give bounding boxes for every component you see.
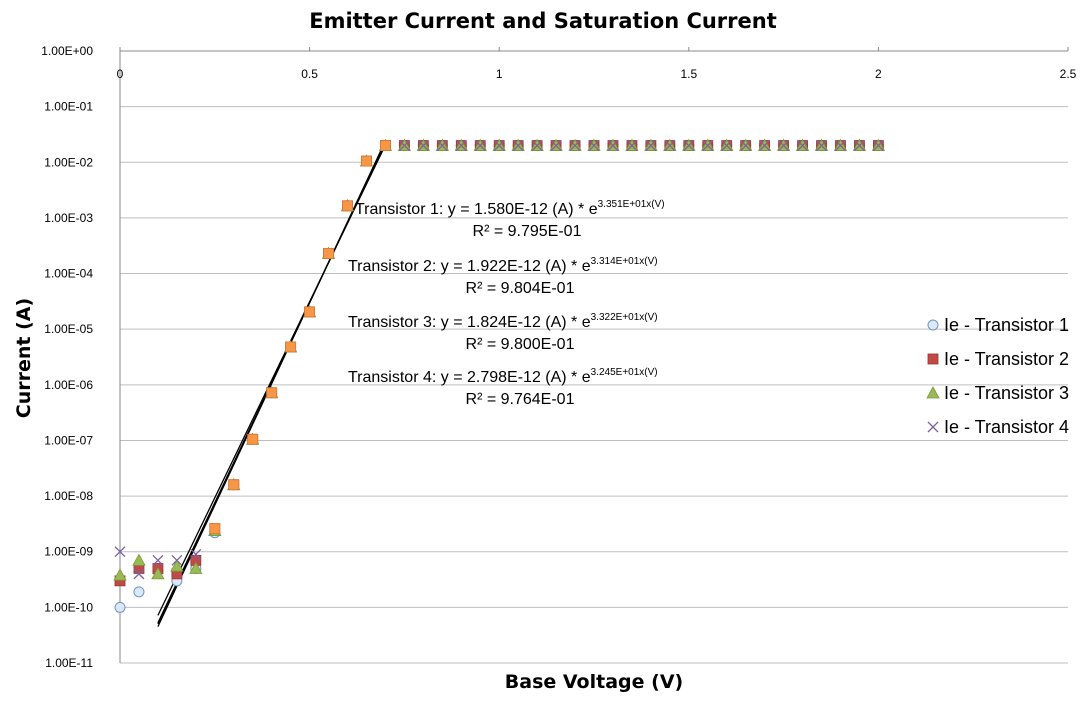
data-point-series-4 bbox=[133, 568, 145, 580]
data-point-series-5 bbox=[304, 306, 316, 318]
data-point-series-5 bbox=[247, 433, 259, 445]
x-tick-label: 1.5 bbox=[680, 67, 697, 81]
trendline-r-squared-4: R² = 9.764E-01 bbox=[466, 391, 575, 408]
legend-label-4: Ie - Transistor 4 bbox=[944, 417, 1069, 437]
legend-label-1: Ie - Transistor 1 bbox=[944, 315, 1069, 335]
x-tick-label: 2 bbox=[875, 67, 882, 81]
y-tick-label: 1.00E-10 bbox=[44, 600, 93, 614]
trendline-4 bbox=[157, 144, 387, 616]
trendline-equation-1: Transistor 1: y = 1.580E-12 (A) * e3.351… bbox=[355, 199, 665, 218]
trendline-r-squared-2: R² = 9.804E-01 bbox=[466, 280, 575, 297]
data-point-series-5 bbox=[209, 523, 221, 535]
data-point-series-5 bbox=[285, 341, 297, 353]
data-point-series-4 bbox=[778, 140, 790, 151]
y-tick-label: 1.00E-03 bbox=[44, 211, 93, 225]
chart-title: Emitter Current and Saturation Current bbox=[309, 9, 777, 33]
data-point-series-4 bbox=[816, 140, 827, 151]
legend-marker-4 bbox=[927, 421, 939, 433]
data-point-series-4 bbox=[152, 554, 164, 566]
data-point-series-4 bbox=[550, 140, 562, 151]
data-point-series-4 bbox=[740, 140, 752, 151]
x-tick-label: 2.5 bbox=[1060, 67, 1077, 81]
data-point-series-5 bbox=[342, 200, 353, 212]
data-point-series-4 bbox=[588, 140, 600, 151]
data-point-series-3 bbox=[132, 553, 146, 566]
data-point-series-4 bbox=[872, 140, 884, 151]
data-point-series-4 bbox=[531, 140, 543, 151]
x-tick-label: 0 bbox=[117, 67, 124, 81]
trendline-equation-4: Transistor 4: y = 2.798E-12 (A) * e3.245… bbox=[348, 367, 658, 386]
legend-label-3: Ie - Transistor 3 bbox=[944, 383, 1069, 403]
trendlines bbox=[157, 140, 387, 627]
legend-marker-2 bbox=[927, 353, 939, 365]
x-tick-labels: 0 0.5 1 1.5 2 2.5 bbox=[117, 47, 1077, 81]
y-tick-label: 1.00E-02 bbox=[44, 155, 93, 169]
x-tick-label: 0.5 bbox=[301, 67, 318, 81]
data-point-series-4 bbox=[797, 140, 809, 151]
y-tick-label: 1.00E-01 bbox=[44, 100, 93, 114]
data-point-series-5 bbox=[380, 140, 391, 151]
data-point-series-4 bbox=[664, 140, 676, 151]
data-point-series-1 bbox=[114, 601, 126, 613]
data-point-series-5 bbox=[323, 248, 334, 259]
data-point-series-4 bbox=[114, 546, 126, 558]
data-point-series-4 bbox=[417, 140, 429, 151]
legend-marker-3 bbox=[926, 386, 940, 399]
y-tick-labels: 1.00E+00 1.00E-01 1.00E-02 1.00E-03 1.00E-04… bbox=[41, 44, 93, 670]
data-point-series-4 bbox=[759, 140, 771, 151]
x-axis-title: Base Voltage (V) bbox=[505, 671, 683, 693]
data-point-series-4 bbox=[190, 548, 202, 560]
data-point-series-3 bbox=[113, 568, 127, 581]
grid bbox=[119, 50, 1068, 664]
y-tick-label: 1.00E-07 bbox=[44, 433, 93, 447]
data-point-series-1 bbox=[133, 586, 145, 598]
y-tick-label: 1.00E-05 bbox=[44, 322, 93, 336]
data-points bbox=[113, 138, 886, 613]
data-point-series-3 bbox=[189, 561, 203, 574]
legend-label-2: Ie - Transistor 2 bbox=[944, 349, 1069, 369]
data-point-series-4 bbox=[512, 140, 524, 151]
trendline-equation-2: Transistor 2: y = 1.922E-12 (A) * e3.314… bbox=[348, 256, 658, 275]
data-point-series-4 bbox=[721, 140, 733, 151]
data-point-series-4 bbox=[626, 140, 638, 151]
data-point-series-4 bbox=[171, 554, 183, 566]
y-axis-title: Current (A) bbox=[13, 298, 35, 418]
trendline-r-squared-1: R² = 9.795E-01 bbox=[473, 223, 582, 240]
trendline-r-squared-3: R² = 9.800E-01 bbox=[466, 336, 575, 353]
trendline-annotations: Transistor 1: y = 1.580E-12 (A) * e3.351… bbox=[348, 199, 665, 408]
data-point-series-4 bbox=[493, 140, 505, 151]
data-point-series-5 bbox=[266, 387, 278, 399]
data-point-series-4 bbox=[455, 140, 467, 151]
data-point-series-3 bbox=[151, 567, 165, 580]
x-tick-label: 1 bbox=[496, 67, 503, 81]
data-point-series-4 bbox=[569, 140, 581, 151]
y-tick-label: 1.00E-08 bbox=[44, 489, 93, 503]
y-tick-label: 1.00E-06 bbox=[44, 378, 93, 392]
data-point-series-4 bbox=[474, 140, 486, 151]
legend: Ie - Transistor 1 Ie - Transistor 2 Ie - T… bbox=[926, 315, 1069, 437]
y-tick-label: 1.00E-09 bbox=[44, 545, 93, 559]
data-point-series-4 bbox=[835, 140, 846, 151]
data-point-series-4 bbox=[645, 140, 657, 151]
data-point-series-4 bbox=[702, 140, 714, 151]
data-point-series-4 bbox=[607, 140, 619, 151]
data-point-series-4 bbox=[436, 140, 448, 151]
y-tick-label: 1.00E-04 bbox=[44, 267, 93, 281]
data-point-series-4 bbox=[398, 140, 410, 151]
data-point-series-5 bbox=[361, 155, 372, 167]
y-tick-label: 1.00E+00 bbox=[41, 44, 93, 58]
y-tick-label: 1.00E-11 bbox=[45, 656, 93, 670]
data-point-series-3 bbox=[170, 559, 184, 572]
trendline-equation-3: Transistor 3: y = 1.824E-12 (A) * e3.322… bbox=[348, 312, 658, 331]
legend-marker-1 bbox=[927, 319, 939, 331]
data-point-series-4 bbox=[683, 140, 695, 151]
data-point-series-5 bbox=[228, 479, 240, 491]
data-point-series-4 bbox=[853, 140, 865, 151]
